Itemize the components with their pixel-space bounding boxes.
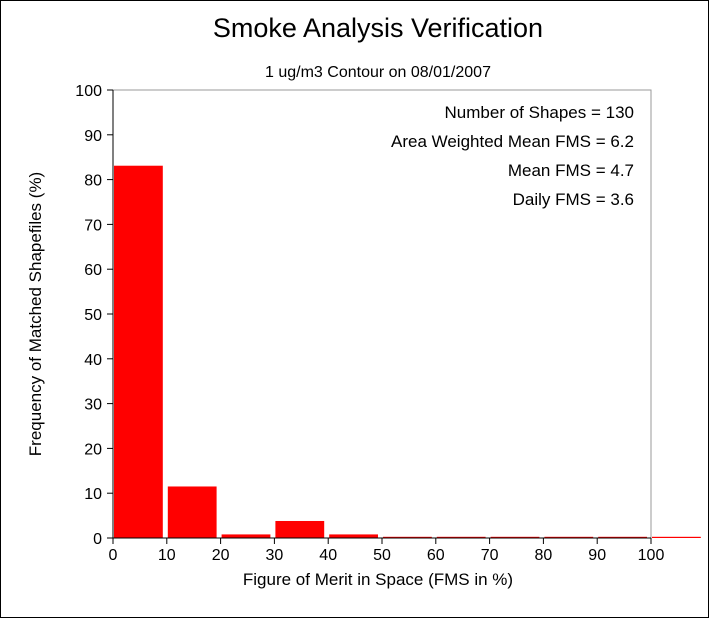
x-tick-label: 50 xyxy=(373,547,391,564)
x-tick-label: 10 xyxy=(158,547,176,564)
y-tick-label: 40 xyxy=(84,352,102,369)
histogram-bar-10-20 xyxy=(167,486,217,538)
y-axis-label: Frequency of Matched Shapefiles (%) xyxy=(26,172,45,456)
plot-area-border xyxy=(112,89,652,539)
x-axis-label: Figure of Merit in Space (FMS in %) xyxy=(243,570,513,589)
y-tick-label: 50 xyxy=(84,307,102,324)
stat-number-of-shapes: Number of Shapes = 130 xyxy=(445,103,634,122)
x-tick-label: 70 xyxy=(481,547,499,564)
chart-title: Smoke Analysis Verification xyxy=(213,13,543,43)
histogram-bar-30-40 xyxy=(275,520,325,538)
histogram-bar-20-30 xyxy=(221,534,271,538)
x-tick-label: 60 xyxy=(427,547,445,564)
x-tick-label: 30 xyxy=(266,547,284,564)
stat-mean-fms: Mean FMS = 4.7 xyxy=(508,161,634,180)
x-tick-label: 20 xyxy=(212,547,230,564)
histogram-bar-80-90 xyxy=(544,536,594,538)
histogram-bar-70-80 xyxy=(490,536,540,538)
y-tick-label: 80 xyxy=(84,173,102,190)
y-tick-label: 10 xyxy=(84,486,102,503)
y-tick-label: 30 xyxy=(84,397,102,414)
ticks-layer: 0 10 20 30 40 50 60 70 80 90 100 0 10 20 30 40 50 60 70 80 9… xyxy=(75,83,664,564)
histogram-bar-100-110 xyxy=(652,536,701,538)
x-tick-label: 80 xyxy=(535,547,553,564)
y-tick-label: 70 xyxy=(84,217,102,234)
stats-annotations: Number of Shapes = 130 Area Weighted Mea… xyxy=(391,103,634,209)
y-tick-label: 0 xyxy=(93,531,102,548)
chart-subtitle: 1 ug/m3 Contour on 08/01/2007 xyxy=(265,64,491,81)
bars-layer xyxy=(114,165,701,538)
x-tick-label: 0 xyxy=(109,547,118,564)
histogram-bar-40-50 xyxy=(329,534,378,538)
stat-daily-fms: Daily FMS = 3.6 xyxy=(513,190,634,209)
y-tick-label: 60 xyxy=(84,262,102,279)
y-tick-label: 100 xyxy=(75,83,102,100)
x-tick-label: 100 xyxy=(638,547,665,564)
x-tick-label: 90 xyxy=(588,547,606,564)
histogram-bar-0-10 xyxy=(114,165,163,538)
histogram-bar-90-100 xyxy=(598,536,647,538)
y-tick-label: 20 xyxy=(84,441,102,458)
stat-area-weighted-mean-fms: Area Weighted Mean FMS = 6.2 xyxy=(391,132,634,151)
y-tick-label: 90 xyxy=(84,128,102,145)
histogram-bar-60-70 xyxy=(436,536,486,538)
histogram-bar-50-60 xyxy=(383,536,432,538)
x-tick-label: 40 xyxy=(319,547,337,564)
